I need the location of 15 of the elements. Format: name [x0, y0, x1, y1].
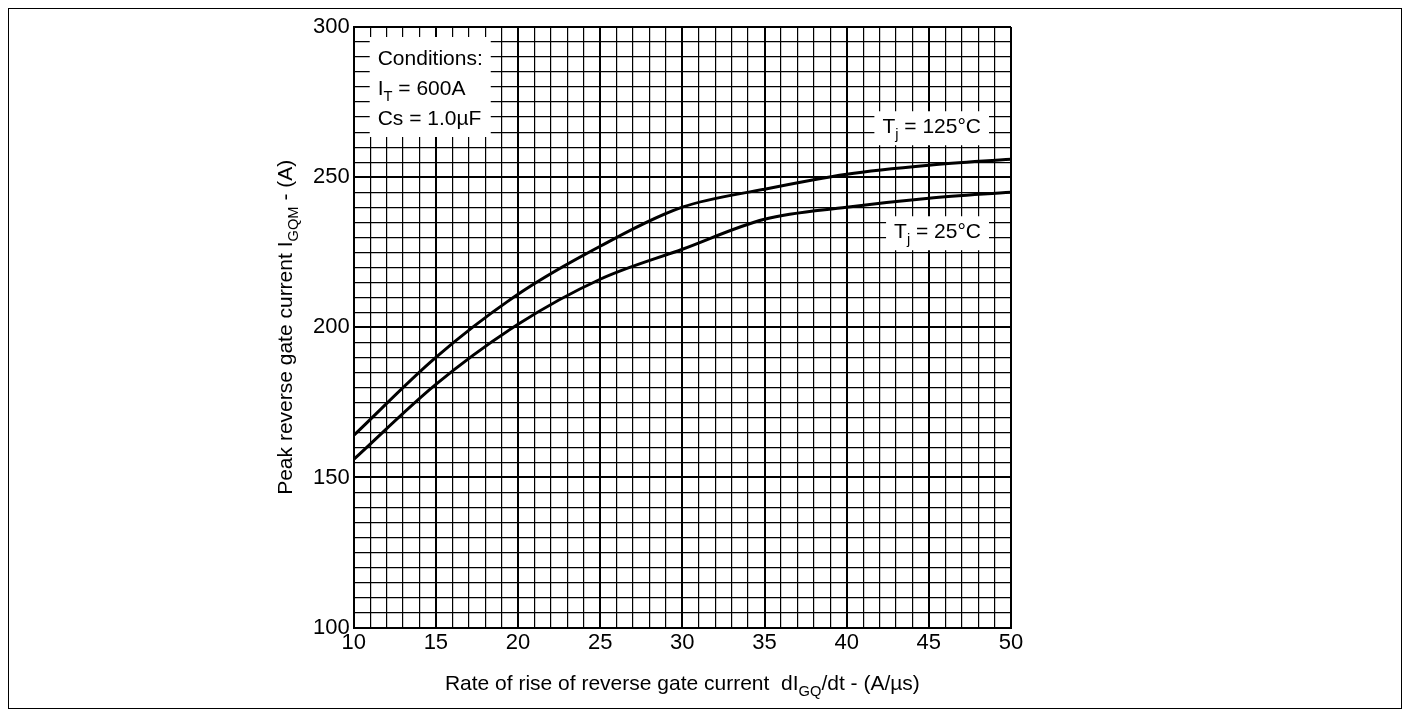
- x-tick-label: 40: [834, 628, 859, 654]
- y-tick-label: 250: [312, 163, 350, 189]
- x-tick-label: 35: [752, 628, 777, 654]
- x-tick-label: 50: [998, 628, 1024, 654]
- x-tick-label: 30: [670, 628, 695, 654]
- y-tick-label: 150: [312, 463, 350, 489]
- x-tick-label: 45: [916, 628, 942, 654]
- annotation: Conditions:: [377, 46, 483, 69]
- y-tick-label: 300: [312, 13, 350, 39]
- x-tick-label: 20: [505, 628, 531, 654]
- y-axis-title: Peak reverse gate current IGQM - (A): [272, 159, 302, 495]
- annotation: Cs = 1.0µF: [377, 106, 482, 129]
- y-tick-label: 200: [312, 313, 350, 339]
- x-tick-label: 25: [587, 628, 613, 654]
- x-tick-label: 15: [423, 628, 449, 654]
